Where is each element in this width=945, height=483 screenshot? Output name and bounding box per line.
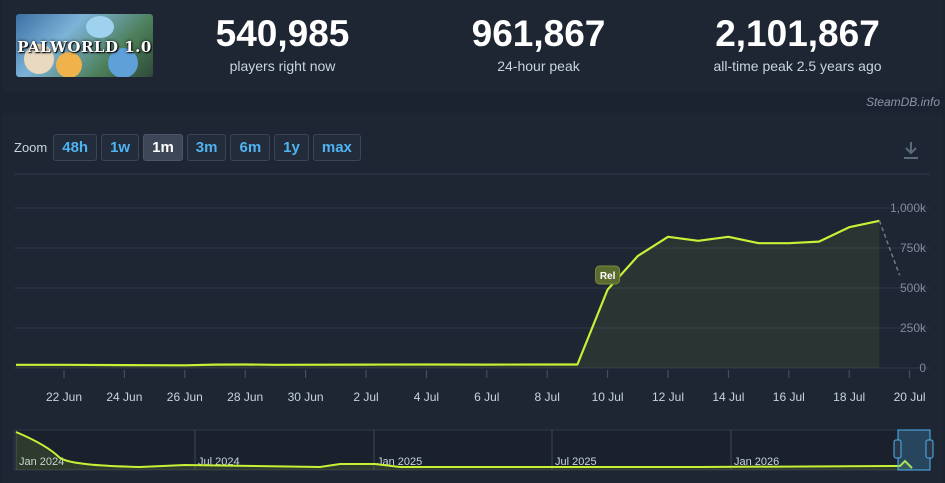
release-flag-label: Rel (600, 271, 616, 282)
all-time-peak-stat: 2,101,867 all-time peak 2.5 years ago (690, 13, 905, 75)
x-tick-label: 20 Jul (894, 390, 926, 404)
series-area (16, 220, 880, 368)
zoom-1y-button[interactable]: 1y (274, 134, 309, 161)
character-art (56, 52, 82, 77)
chart-panel (2, 113, 943, 483)
zoom-6m-button[interactable]: 6m (230, 134, 271, 161)
steamdb-watermark: SteamDB.info (865, 95, 940, 109)
zoom-1m-button[interactable]: 1m (143, 134, 183, 161)
x-tick-label: 24 Jun (106, 390, 142, 404)
x-tick-label: 6 Jul (474, 390, 499, 404)
navigator-line (15, 431, 913, 469)
y-tick-label: 750k (900, 241, 927, 255)
x-tick-label: 28 Jun (227, 390, 263, 404)
x-tick-label: 22 Jun (46, 390, 82, 404)
y-tick-label: 500k (900, 281, 927, 295)
navigator-selection (897, 429, 931, 471)
character-art (108, 48, 138, 77)
navigator-label: Jul 2025 (555, 456, 597, 468)
navigator-label: Jan 2024 (19, 456, 64, 468)
game-logo[interactable]: PALWORLD 1.0 (16, 14, 153, 77)
x-tick-label: 10 Jul (592, 390, 624, 404)
all-time-peak-value: 2,101,867 (715, 13, 880, 54)
y-tick-label: 1,000k (890, 201, 927, 215)
current-players-label: players right now (229, 58, 336, 74)
navigator-track (13, 429, 931, 471)
navigator-handle-left (893, 439, 902, 459)
y-tick-label: 0 (919, 361, 926, 375)
x-tick-label: 8 Jul (535, 390, 560, 404)
x-tick-label: 26 Jun (167, 390, 203, 404)
zoom-label: Zoom (14, 140, 48, 155)
character-art (24, 44, 54, 74)
all-time-peak-label: all-time peak 2.5 years ago (713, 58, 882, 74)
peak-24h-value: 961,867 (471, 13, 606, 54)
release-flag (595, 265, 621, 285)
series-line (16, 219, 880, 367)
y-tick-label: 250k (900, 321, 927, 335)
x-tick-label: 18 Jul (833, 390, 865, 404)
peak-24h-label: 24-hour peak (497, 58, 580, 74)
navigator-handle-right (925, 439, 934, 459)
zoom-3m-button[interactable]: 3m (186, 134, 227, 161)
x-tick-label: 14 Jul (712, 390, 744, 404)
navigator-label: Jan 2026 (734, 456, 779, 468)
zoom-bar: Zoom 48h 1w 1m 3m 6m 1y max (14, 134, 365, 161)
zoom-max-button[interactable]: max (312, 134, 361, 161)
zoom-1w-button[interactable]: 1w (101, 134, 140, 161)
x-tick-label: 30 Jun (288, 390, 324, 404)
download-icon[interactable] (902, 140, 920, 160)
x-tick-label: 2 Jul (353, 390, 378, 404)
logo-text: PALWORLD 1.0 (17, 38, 152, 56)
x-tick-label: 4 Jul (414, 390, 439, 404)
current-players-stat: 540,985 players right now (190, 13, 375, 75)
peak-24h-stat: 961,867 24-hour peak (446, 13, 631, 75)
x-tick-label: 16 Jul (773, 390, 805, 404)
stats-panel (2, 0, 943, 92)
zoom-48h-button[interactable]: 48h (53, 134, 98, 161)
current-players-value: 540,985 (215, 13, 350, 54)
x-tick-label: 12 Jul (652, 390, 684, 404)
projection-line (878, 220, 901, 276)
character-art (86, 16, 114, 38)
